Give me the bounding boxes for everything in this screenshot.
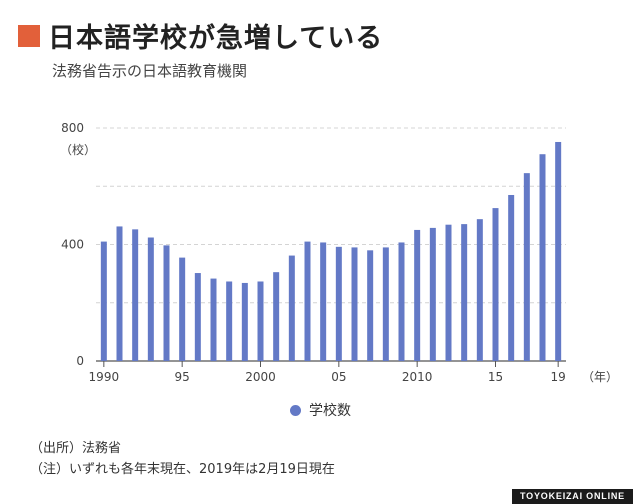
bar: [367, 250, 374, 361]
x-tick-label: 1990: [89, 370, 120, 384]
bar: [445, 224, 452, 361]
x-tick-label: 2010: [402, 370, 433, 384]
title-block: 日本語学校が急増している: [18, 16, 383, 55]
legend-label: 学校数: [309, 403, 351, 419]
bar: [147, 237, 154, 361]
x-tick-label: 05: [331, 370, 346, 384]
bar: [508, 194, 515, 361]
x-tick-label: 95: [175, 370, 190, 384]
bar: [320, 242, 327, 361]
bar: [492, 208, 499, 361]
bar: [398, 242, 405, 361]
bar: [539, 154, 546, 361]
bar: [288, 255, 295, 361]
bar: [194, 273, 201, 361]
legend-marker: [290, 404, 301, 416]
bar: [116, 226, 123, 361]
footnote: （注）いずれも各年末現在、2019年は2月19日現在: [30, 462, 335, 477]
bar: [132, 229, 139, 361]
x-tick-label: 2000: [245, 370, 276, 384]
bar: [210, 278, 217, 361]
x-axis-unit: （年）: [582, 370, 618, 384]
legend: 学校数: [290, 400, 351, 420]
bar: [163, 245, 170, 361]
bar: [414, 229, 421, 361]
bar: [273, 272, 280, 361]
bar: [257, 281, 264, 361]
bar: [100, 241, 107, 361]
bar: [226, 281, 233, 361]
bar: [429, 227, 436, 361]
y-tick-label: 0: [76, 354, 84, 368]
bar: [351, 247, 358, 361]
brand-label: TOYOKEIZAI ONLINE: [512, 489, 633, 504]
y-axis-unit: （校）: [60, 142, 96, 157]
y-tick-label: 800: [61, 121, 84, 135]
y-tick-label: 400: [61, 238, 84, 252]
notes: （出所）法務省 （注）いずれも各年末現在、2019年は2月19日現在: [30, 438, 335, 480]
bar: [523, 173, 530, 361]
bar: [304, 241, 311, 361]
bar: [476, 219, 483, 361]
chart-title: 日本語学校が急増している: [48, 23, 384, 54]
title-accent-square: [18, 24, 40, 47]
bar: [382, 247, 389, 361]
x-tick-label: 19: [551, 370, 566, 384]
bar: [335, 246, 342, 361]
bar: [241, 282, 248, 361]
source-note: （出所）法務省: [30, 441, 122, 456]
x-tick-label: 15: [488, 370, 503, 384]
bar: [461, 224, 468, 361]
footer: TOYOKEIZAI ONLINE: [0, 488, 639, 504]
chart-subtitle: 法務省告示の日本語教育機関: [52, 62, 248, 80]
bar: [555, 141, 562, 361]
bar: [179, 257, 186, 361]
